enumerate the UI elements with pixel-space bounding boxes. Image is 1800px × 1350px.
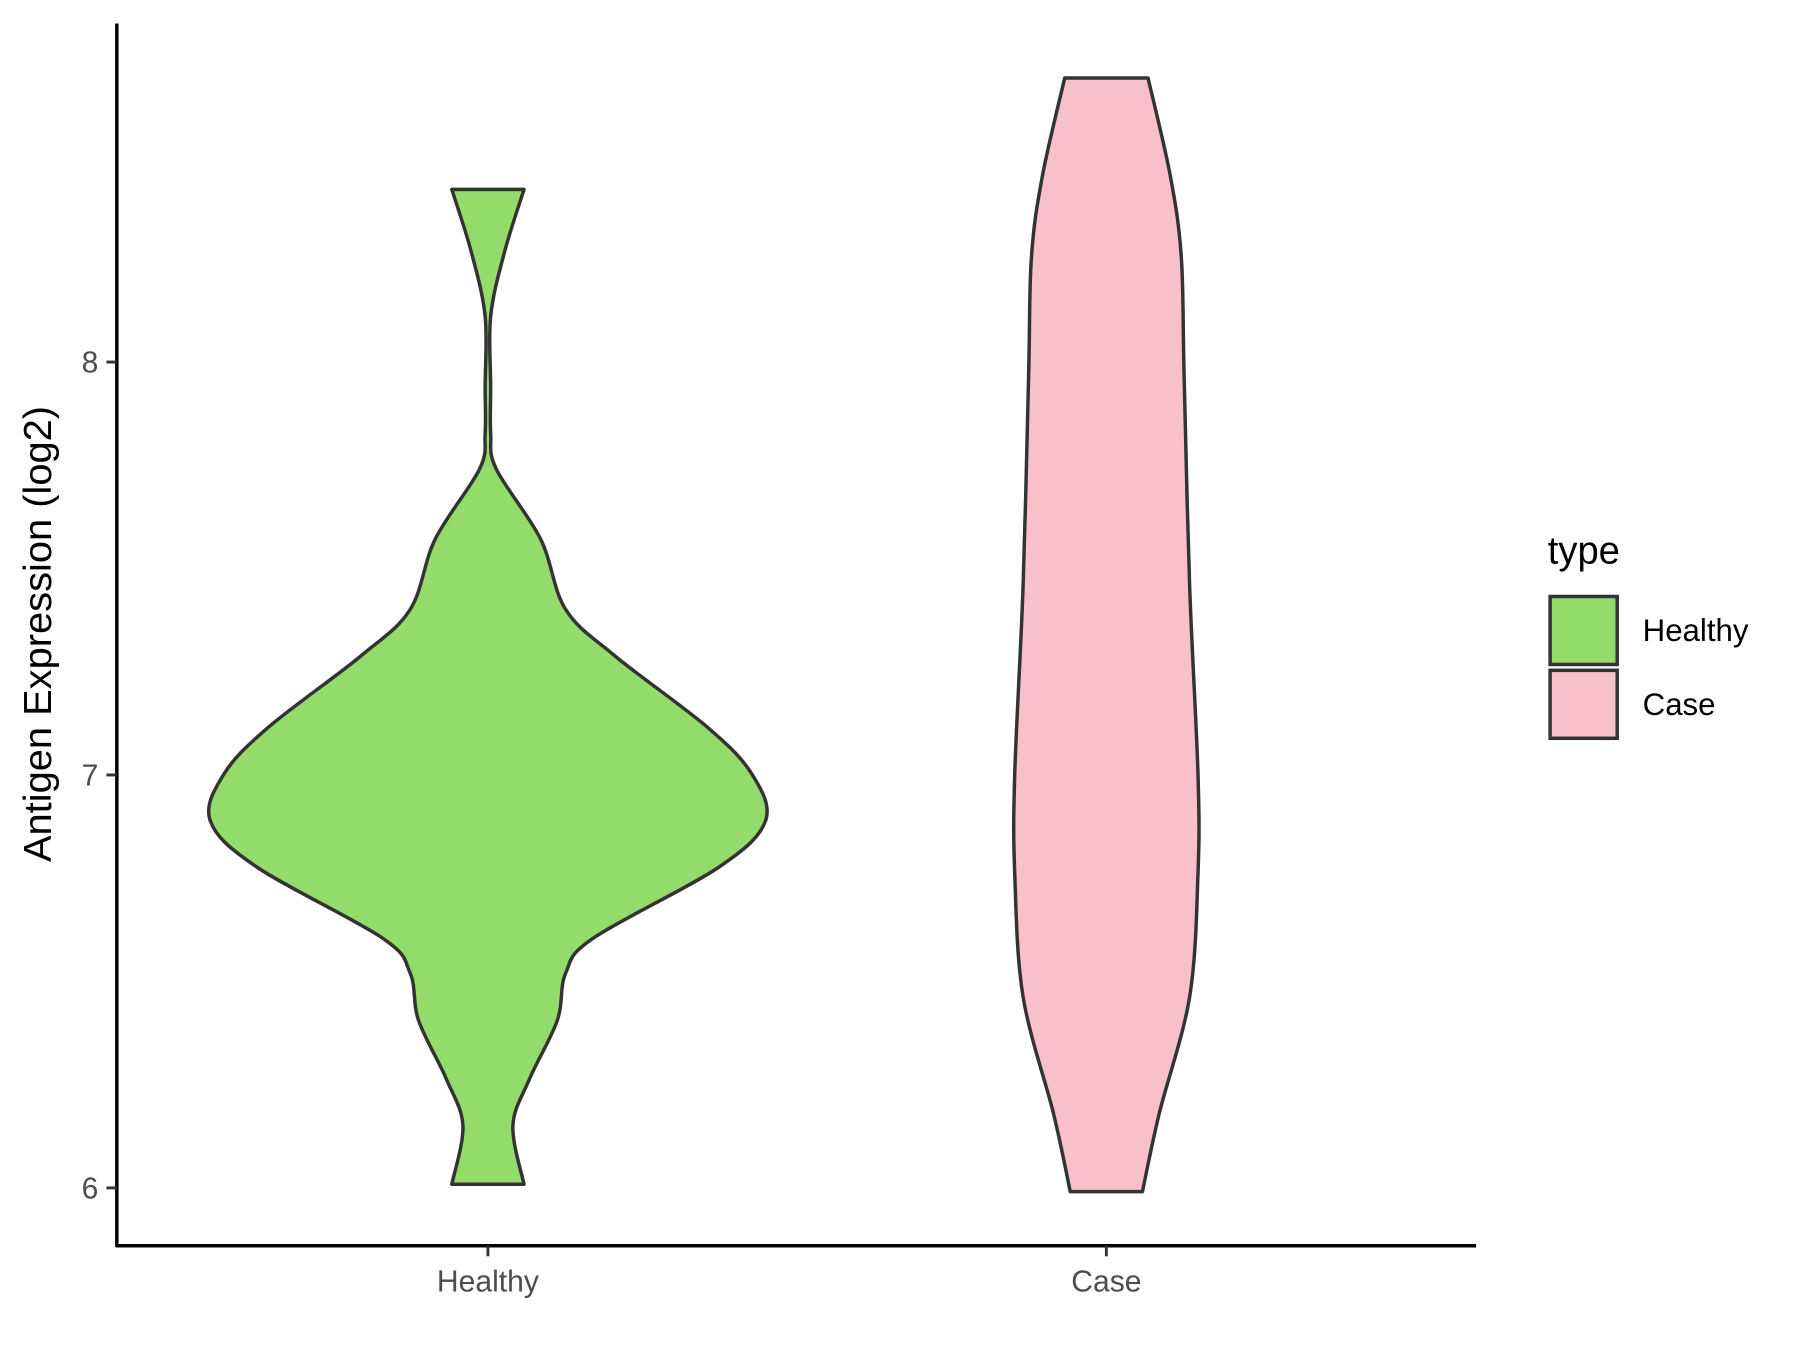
y-tick-label: 6 — [82, 1172, 99, 1205]
x-tick-label: Case — [1071, 1265, 1141, 1298]
plot: Antigen Expression (log2) type 6 7 8 Health… — [16, 23, 1749, 1298]
y-tick-label: 7 — [82, 759, 99, 792]
legend-key — [1548, 594, 1619, 667]
legend-title: type — [1548, 529, 1620, 572]
y-axis-title: Antigen Expression (log2) — [16, 406, 60, 862]
y-tick-label: 8 — [82, 346, 99, 379]
legend-label: Healthy — [1643, 613, 1749, 648]
legend-key — [1548, 668, 1619, 741]
x-tick-label: Healthy — [437, 1265, 540, 1298]
violin — [1011, 76, 1201, 1194]
violin — [207, 187, 769, 1186]
legend-label: Case — [1643, 687, 1716, 722]
